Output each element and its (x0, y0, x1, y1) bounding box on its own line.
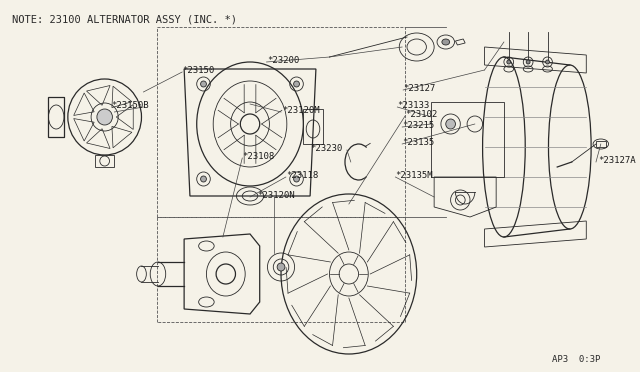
Ellipse shape (294, 81, 300, 87)
Text: *23200: *23200 (268, 55, 300, 64)
Text: *23135: *23135 (402, 138, 435, 147)
Text: *23150: *23150 (182, 65, 214, 74)
Text: *23150B: *23150B (111, 100, 149, 109)
Text: *23135M: *23135M (396, 170, 433, 180)
Text: AP3  0:3P: AP3 0:3P (552, 355, 601, 364)
Text: *23102: *23102 (405, 109, 437, 119)
Ellipse shape (442, 39, 450, 45)
Ellipse shape (277, 263, 285, 271)
Text: *23127: *23127 (403, 83, 435, 93)
Text: *23108: *23108 (243, 151, 275, 160)
Ellipse shape (545, 60, 550, 64)
Ellipse shape (526, 60, 530, 64)
Ellipse shape (294, 176, 300, 182)
Text: *23215: *23215 (402, 121, 435, 129)
Ellipse shape (200, 176, 207, 182)
Text: *23120N: *23120N (257, 190, 294, 199)
Text: *23127A: *23127A (598, 155, 636, 164)
Ellipse shape (446, 119, 456, 129)
Ellipse shape (200, 81, 207, 87)
Ellipse shape (507, 60, 511, 64)
Text: *23118: *23118 (286, 170, 318, 180)
Ellipse shape (97, 109, 113, 125)
Text: *23133: *23133 (397, 100, 429, 109)
Text: *23120M: *23120M (282, 106, 319, 115)
Text: *23230: *23230 (310, 144, 342, 153)
Text: NOTE: 23100 ALTERNATOR ASSY (INC. *): NOTE: 23100 ALTERNATOR ASSY (INC. *) (12, 14, 237, 24)
